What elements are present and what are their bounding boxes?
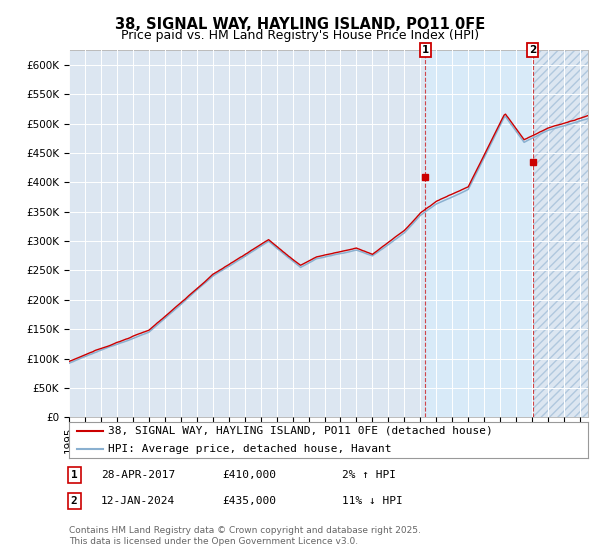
Text: 2: 2 bbox=[71, 496, 77, 506]
Text: £435,000: £435,000 bbox=[222, 496, 276, 506]
Bar bbox=[425, 50, 533, 417]
Text: 38, SIGNAL WAY, HAYLING ISLAND, PO11 0FE (detached house): 38, SIGNAL WAY, HAYLING ISLAND, PO11 0FE… bbox=[108, 426, 493, 436]
Text: 28-APR-2017: 28-APR-2017 bbox=[101, 470, 175, 480]
Text: Price paid vs. HM Land Registry's House Price Index (HPI): Price paid vs. HM Land Registry's House … bbox=[121, 29, 479, 42]
Bar bbox=[533, 50, 596, 417]
Text: Contains HM Land Registry data © Crown copyright and database right 2025.
This d: Contains HM Land Registry data © Crown c… bbox=[69, 526, 421, 546]
Text: HPI: Average price, detached house, Havant: HPI: Average price, detached house, Hava… bbox=[108, 444, 391, 454]
Text: 11% ↓ HPI: 11% ↓ HPI bbox=[342, 496, 403, 506]
Text: 1: 1 bbox=[71, 470, 77, 480]
Text: £410,000: £410,000 bbox=[222, 470, 276, 480]
Text: 12-JAN-2024: 12-JAN-2024 bbox=[101, 496, 175, 506]
Bar bbox=[533, 50, 596, 417]
Text: 38, SIGNAL WAY, HAYLING ISLAND, PO11 0FE: 38, SIGNAL WAY, HAYLING ISLAND, PO11 0FE bbox=[115, 17, 485, 32]
Text: 2: 2 bbox=[529, 45, 536, 55]
Text: 2% ↑ HPI: 2% ↑ HPI bbox=[342, 470, 396, 480]
Text: 1: 1 bbox=[422, 45, 429, 55]
